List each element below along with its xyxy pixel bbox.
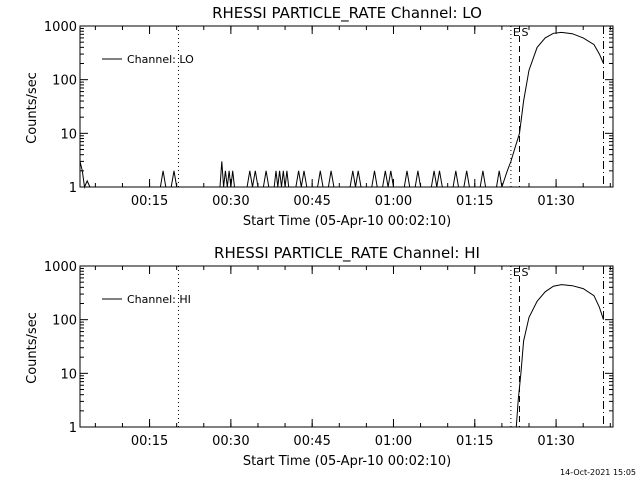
chart-hi-ytick-label: 10 <box>60 367 77 382</box>
chart-hi: RHESSI PARTICLE_RATE Channel: HI 00:15 00… <box>25 244 614 469</box>
chart-hi-ytick-label: 1000 <box>44 260 77 275</box>
chart-hi-axes <box>79 265 614 428</box>
chart-lo-ytick-label: 10 <box>60 127 77 142</box>
chart-lo-xtick-label: 01:30 <box>537 194 574 209</box>
chart-lo-xtick-label: 00:45 <box>293 194 330 209</box>
chart-lo-title: RHESSI PARTICLE_RATE Channel: LO <box>212 4 482 23</box>
chart-hi-ylabel: Counts/sec <box>25 312 40 384</box>
chart-lo-series-line <box>79 31 604 189</box>
chart-hi-xtick-label: 01:15 <box>456 434 493 449</box>
chart-hi-xtick-label: 01:00 <box>375 434 412 449</box>
chart-lo-xtick-label: 00:30 <box>212 194 249 209</box>
chart-lo-ytick-label: 1000 <box>44 20 77 35</box>
footer-timestamp: 14-Oct-2021 15:05 <box>560 468 636 477</box>
chart-hi-annotation-s: S <box>521 266 528 279</box>
chart-hi-ytick-label: 1 <box>69 421 77 436</box>
chart-hi-series-line <box>515 284 604 428</box>
chart-lo-xtick-label: 01:00 <box>375 194 412 209</box>
chart-hi-ytick-label: 100 <box>52 314 77 329</box>
chart-lo-ytick-label: 100 <box>52 74 77 89</box>
chart-lo-xtick-label: 01:15 <box>456 194 493 209</box>
chart-hi-xtick-label: 00:45 <box>293 434 330 449</box>
chart-lo-annotation-e: E <box>513 26 520 39</box>
chart-hi-legend-label: Channel: HI <box>127 293 191 306</box>
chart-hi-xtick-label: 01:30 <box>537 434 574 449</box>
chart-hi-xtick-label: 00:15 <box>131 434 168 449</box>
chart-lo-xtick-label: 00:15 <box>131 194 168 209</box>
chart-hi-annotation-e: E <box>513 266 520 279</box>
chart-hi-title: RHESSI PARTICLE_RATE Channel: HI <box>214 244 480 263</box>
chart-lo-ytick-label: 1 <box>69 181 77 196</box>
chart-lo-xlabel: Start Time (05-Apr-10 00:02:10) <box>243 214 451 229</box>
chart-hi-xlabel: Start Time (05-Apr-10 00:02:10) <box>243 454 451 469</box>
chart-lo-legend-label: Channel: LO <box>127 53 194 66</box>
chart-lo-annotation-s: S <box>521 26 528 39</box>
chart-lo-ylabel: Counts/sec <box>25 72 40 144</box>
chart-hi-xtick-label: 00:30 <box>212 434 249 449</box>
chart-lo: RHESSI PARTICLE_RATE Channel: LO 00:15 00… <box>25 4 614 229</box>
